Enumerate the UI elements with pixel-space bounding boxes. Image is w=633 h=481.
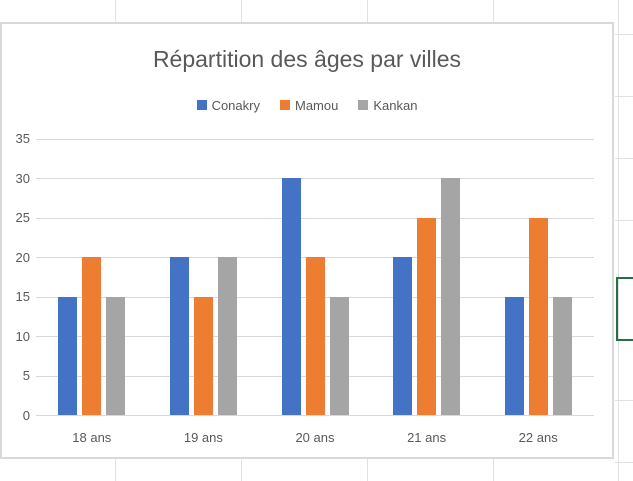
legend-swatch-icon	[196, 100, 207, 110]
x-axis-category-label: 21 ans	[407, 430, 447, 445]
bar-mamou-21-ans[interactable]	[417, 217, 437, 415]
bar-mamou-22-ans[interactable]	[528, 217, 548, 415]
bar-conakry-20-ans[interactable]	[281, 178, 301, 415]
y-axis-tick-label: 25	[15, 210, 30, 225]
chart-gridline	[36, 415, 594, 416]
legend-item-mamou[interactable]: Mamou	[279, 97, 339, 113]
bar-kankan-21-ans[interactable]	[441, 178, 461, 415]
y-axis-tick-label: 0	[22, 407, 30, 423]
bar-kankan-19-ans[interactable]	[217, 257, 237, 415]
row-gridline	[615, 220, 633, 221]
chart-gridline	[36, 178, 594, 179]
legend-label: Conakry	[211, 97, 260, 113]
legend-item-kankan[interactable]: Kankan	[358, 98, 417, 113]
bar-conakry-21-ans[interactable]	[393, 257, 413, 415]
bar-conakry-19-ans[interactable]	[169, 257, 189, 415]
row-gridline	[615, 158, 633, 159]
legend-label: Mamou	[294, 97, 339, 113]
row-gridline	[615, 34, 633, 35]
bar-conakry-22-ans[interactable]	[504, 296, 524, 415]
bar-mamou-19-ans[interactable]	[193, 296, 213, 415]
y-axis-tick-label: 15	[15, 289, 30, 304]
legend-label: Kankan	[373, 97, 418, 113]
x-axis-category-label: 22 ans	[518, 430, 558, 445]
y-axis-tick-label: 35	[15, 131, 30, 146]
chart-title: Répartition des âges par villes	[152, 46, 462, 72]
bar-mamou-20-ans[interactable]	[305, 257, 325, 415]
chart-legend: Conakry Mamou Kankan	[2, 96, 612, 114]
chart-object[interactable]: Répartition des âges par villes Conakry M…	[0, 22, 614, 459]
bar-mamou-18-ans[interactable]	[82, 257, 102, 415]
row-gridline	[615, 400, 633, 401]
legend-item-conakry[interactable]: Conakry	[196, 97, 260, 113]
x-axis-category-label: 19 ans	[183, 430, 223, 445]
y-axis-tick-label: 10	[15, 328, 30, 344]
bar-kankan-22-ans[interactable]	[552, 296, 572, 415]
bar-kankan-18-ans[interactable]	[106, 296, 126, 415]
legend-swatch-icon	[279, 100, 290, 110]
row-gridline	[615, 462, 633, 463]
chart-gridline	[36, 138, 594, 140]
legend-swatch-icon	[358, 100, 369, 110]
row-gridline	[615, 96, 633, 97]
y-axis-tick-label: 20	[15, 249, 30, 265]
x-axis-category-label: 20 ans	[295, 430, 335, 445]
chart-gridline	[36, 217, 594, 219]
column-gridline	[618, 0, 619, 481]
selected-cell[interactable]	[616, 277, 633, 341]
y-axis-tick-label: 30	[15, 170, 30, 186]
x-axis-category-label: 18 ans	[72, 430, 112, 445]
bar-conakry-18-ans[interactable]	[58, 296, 78, 415]
bar-kankan-20-ans[interactable]	[329, 296, 349, 415]
y-axis-tick-label: 5	[22, 368, 30, 383]
